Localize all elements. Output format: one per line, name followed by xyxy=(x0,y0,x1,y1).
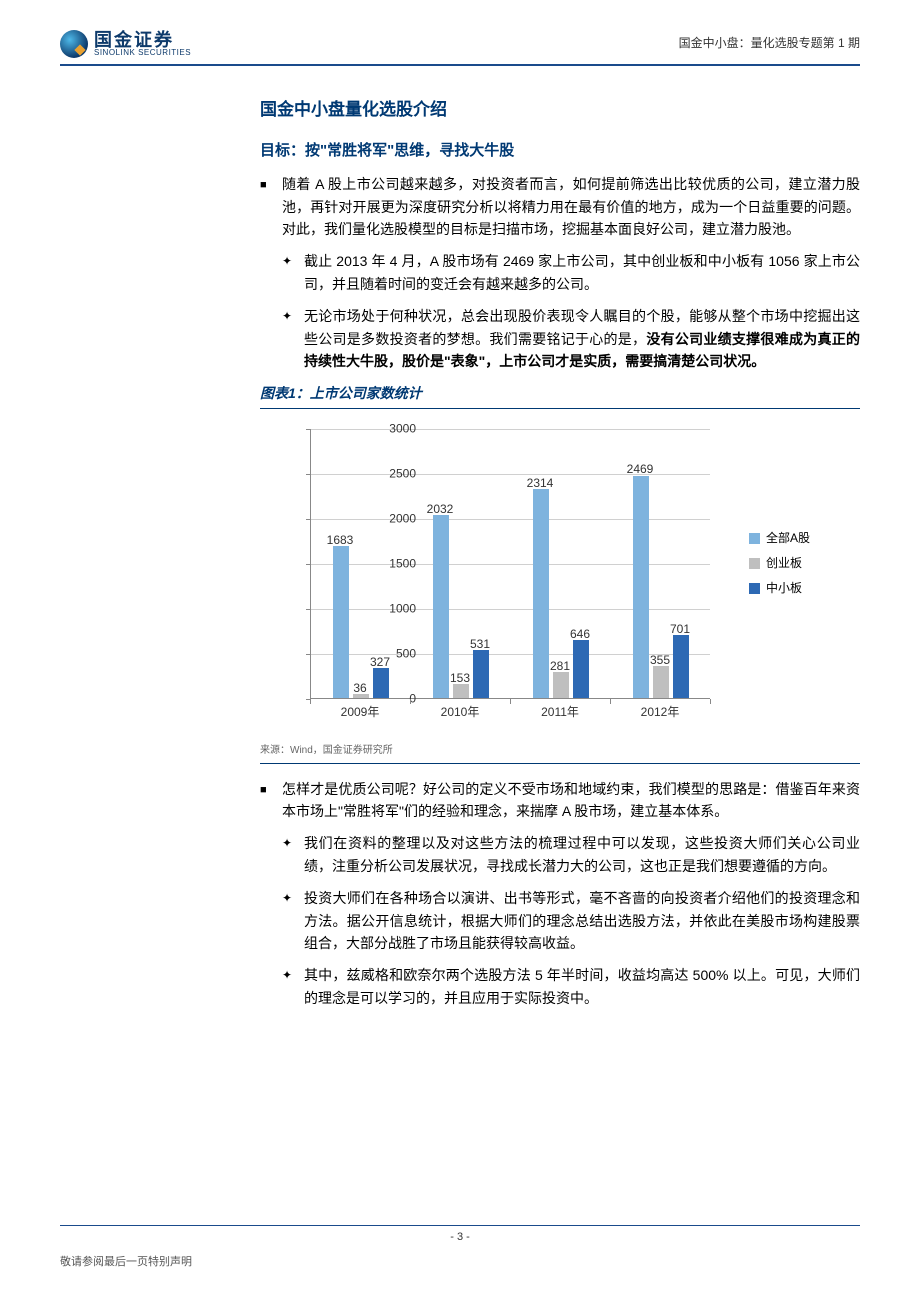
bar xyxy=(573,640,589,698)
legend-item: 全部A股 xyxy=(749,529,810,548)
sub-2-1: 我们在资料的整理以及对这些方法的梳理过程中可以发现，这些投资大师们关心公司业绩，… xyxy=(282,832,860,877)
x-axis-tick: 2010年 xyxy=(441,703,480,722)
logo-text-cn: 国金证券 xyxy=(94,31,191,49)
sub-2-2: 投资大师们在各种场合以演讲、出书等形式，毫不吝啬的向投资者介绍他们的投资理念和方… xyxy=(282,887,860,954)
logo-text-en: SINOLINK SECURITIES xyxy=(94,49,191,57)
bar xyxy=(633,476,649,698)
bar-value-label: 2032 xyxy=(427,500,454,519)
page-header: 国金证券 SINOLINK SECURITIES 国金中小盘：量化选股专题第 1… xyxy=(60,30,860,66)
bar-value-label: 36 xyxy=(353,679,366,698)
chart-title: 图表1：上市公司家数统计 xyxy=(260,382,860,408)
y-axis-tick: 2000 xyxy=(376,509,416,528)
bar-value-label: 701 xyxy=(670,620,690,639)
legend-swatch xyxy=(749,583,760,594)
logo-icon xyxy=(60,30,88,58)
chart-source: 来源：Wind，国金证券研究所 xyxy=(260,743,860,764)
bar xyxy=(653,666,669,698)
bar-value-label: 531 xyxy=(470,635,490,654)
section-title: 国金中小盘量化选股介绍 xyxy=(260,96,860,123)
para-2: 怎样才是优质公司呢？好公司的定义不受市场和地域约束，我们模型的思路是：借鉴百年来… xyxy=(260,778,860,823)
header-subtitle: 国金中小盘：量化选股专题第 1 期 xyxy=(679,34,860,53)
legend-item: 中小板 xyxy=(749,579,810,598)
y-axis-tick: 2500 xyxy=(376,464,416,483)
bar-value-label: 355 xyxy=(650,651,670,670)
sub-2-3: 其中，兹威格和欧奈尔两个选股方法 5 年半时间，收益均高达 500% 以上。可见… xyxy=(282,964,860,1009)
y-axis-tick: 1000 xyxy=(376,599,416,618)
page-number: - 3 - xyxy=(60,1225,860,1247)
y-axis-tick: 3000 xyxy=(376,419,416,438)
sub-1-2: 无论市场处于何种状况，总会出现股价表现令人瞩目的个股，能够从整个市场中挖掘出这些… xyxy=(282,305,860,372)
bar-value-label: 646 xyxy=(570,625,590,644)
bar-value-label: 2469 xyxy=(627,460,654,479)
bar xyxy=(333,546,349,697)
logo: 国金证券 SINOLINK SECURITIES xyxy=(60,30,191,58)
page-footer: - 3 - 敬请参阅最后一页特别声明 xyxy=(60,1225,860,1272)
bar-value-label: 1683 xyxy=(327,531,354,550)
x-axis-tick: 2011年 xyxy=(541,703,579,722)
legend-label: 中小板 xyxy=(766,579,802,598)
bar-value-label: 2314 xyxy=(527,474,554,493)
bar xyxy=(533,489,549,697)
para-1: 随着 A 股上市公司越来越多，对投资者而言，如何提前筛选出比较优质的公司，建立潜… xyxy=(260,173,860,240)
footer-disclaimer: 敬请参阅最后一页特别声明 xyxy=(60,1254,860,1272)
x-axis-tick: 2012年 xyxy=(641,703,680,722)
y-axis-tick: 1500 xyxy=(376,554,416,573)
bar-value-label: 153 xyxy=(450,669,470,688)
main-content: 国金中小盘量化选股介绍 目标：按"常胜将军"思维，寻找大牛股 随着 A 股上市公… xyxy=(260,96,860,1009)
bar-value-label: 281 xyxy=(550,657,570,676)
legend-swatch xyxy=(749,558,760,569)
legend-swatch xyxy=(749,533,760,544)
legend-label: 创业板 xyxy=(766,554,802,573)
legend-label: 全部A股 xyxy=(766,529,810,548)
sub-1-1: 截止 2013 年 4 月，A 股市场有 2469 家上市公司，其中创业板和中小… xyxy=(282,250,860,295)
bar xyxy=(433,515,449,698)
x-axis-tick: 2009年 xyxy=(341,703,380,722)
bar-chart: 全部A股创业板中小板 0500100015002000250030002009年… xyxy=(260,419,820,739)
bar-value-label: 327 xyxy=(370,653,390,672)
bar xyxy=(473,650,489,698)
bar xyxy=(673,635,689,698)
chart-legend: 全部A股创业板中小板 xyxy=(749,529,810,605)
legend-item: 创业板 xyxy=(749,554,810,573)
sub-title: 目标：按"常胜将军"思维，寻找大牛股 xyxy=(260,139,860,163)
